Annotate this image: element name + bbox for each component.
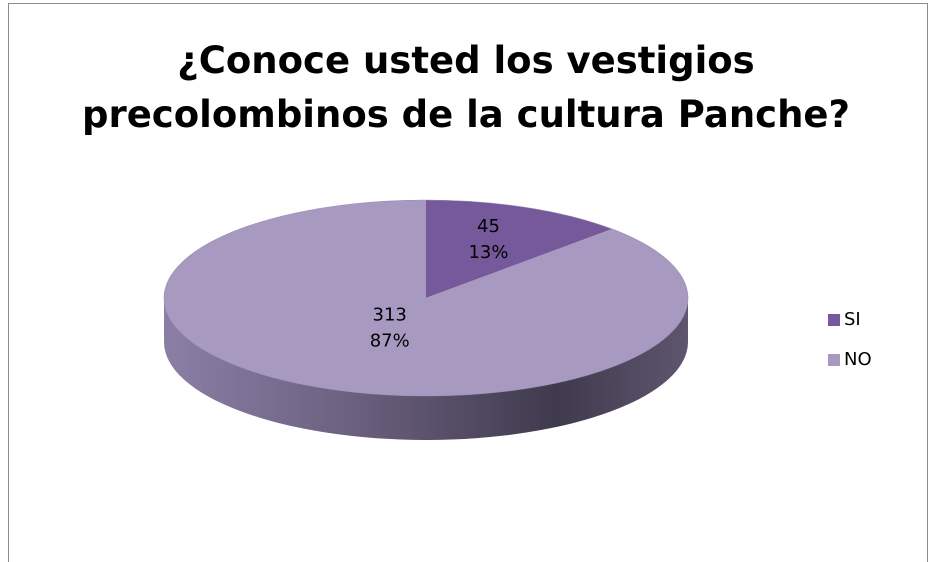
chart-title-line-1: ¿Conoce usted los vestigios (177, 39, 755, 82)
pie-slice-si (426, 200, 613, 298)
pie-top-outline (163, 199, 689, 397)
legend: SI NO (828, 309, 872, 370)
data-label-percent: 13% (468, 242, 508, 263)
data-label-value: 45 (477, 216, 500, 237)
chart-title: ¿Conoce usted los vestigios precolombino… (0, 34, 932, 142)
data-label-percent: 87% (370, 331, 410, 352)
chart-title-line-2: precolombinos de la cultura Panche? (81, 93, 850, 136)
pie-layer (163, 199, 689, 440)
legend-swatch (828, 354, 840, 366)
pie-slice-no (163, 200, 688, 396)
legend-swatch (828, 314, 840, 326)
legend-label: NO (844, 349, 872, 370)
legend-item-no: NO (828, 349, 872, 370)
legend-label: SI (844, 309, 861, 330)
pie-side-wall (164, 298, 688, 440)
legend-item-si: SI (828, 309, 861, 330)
data-label-value: 313 (373, 305, 407, 326)
